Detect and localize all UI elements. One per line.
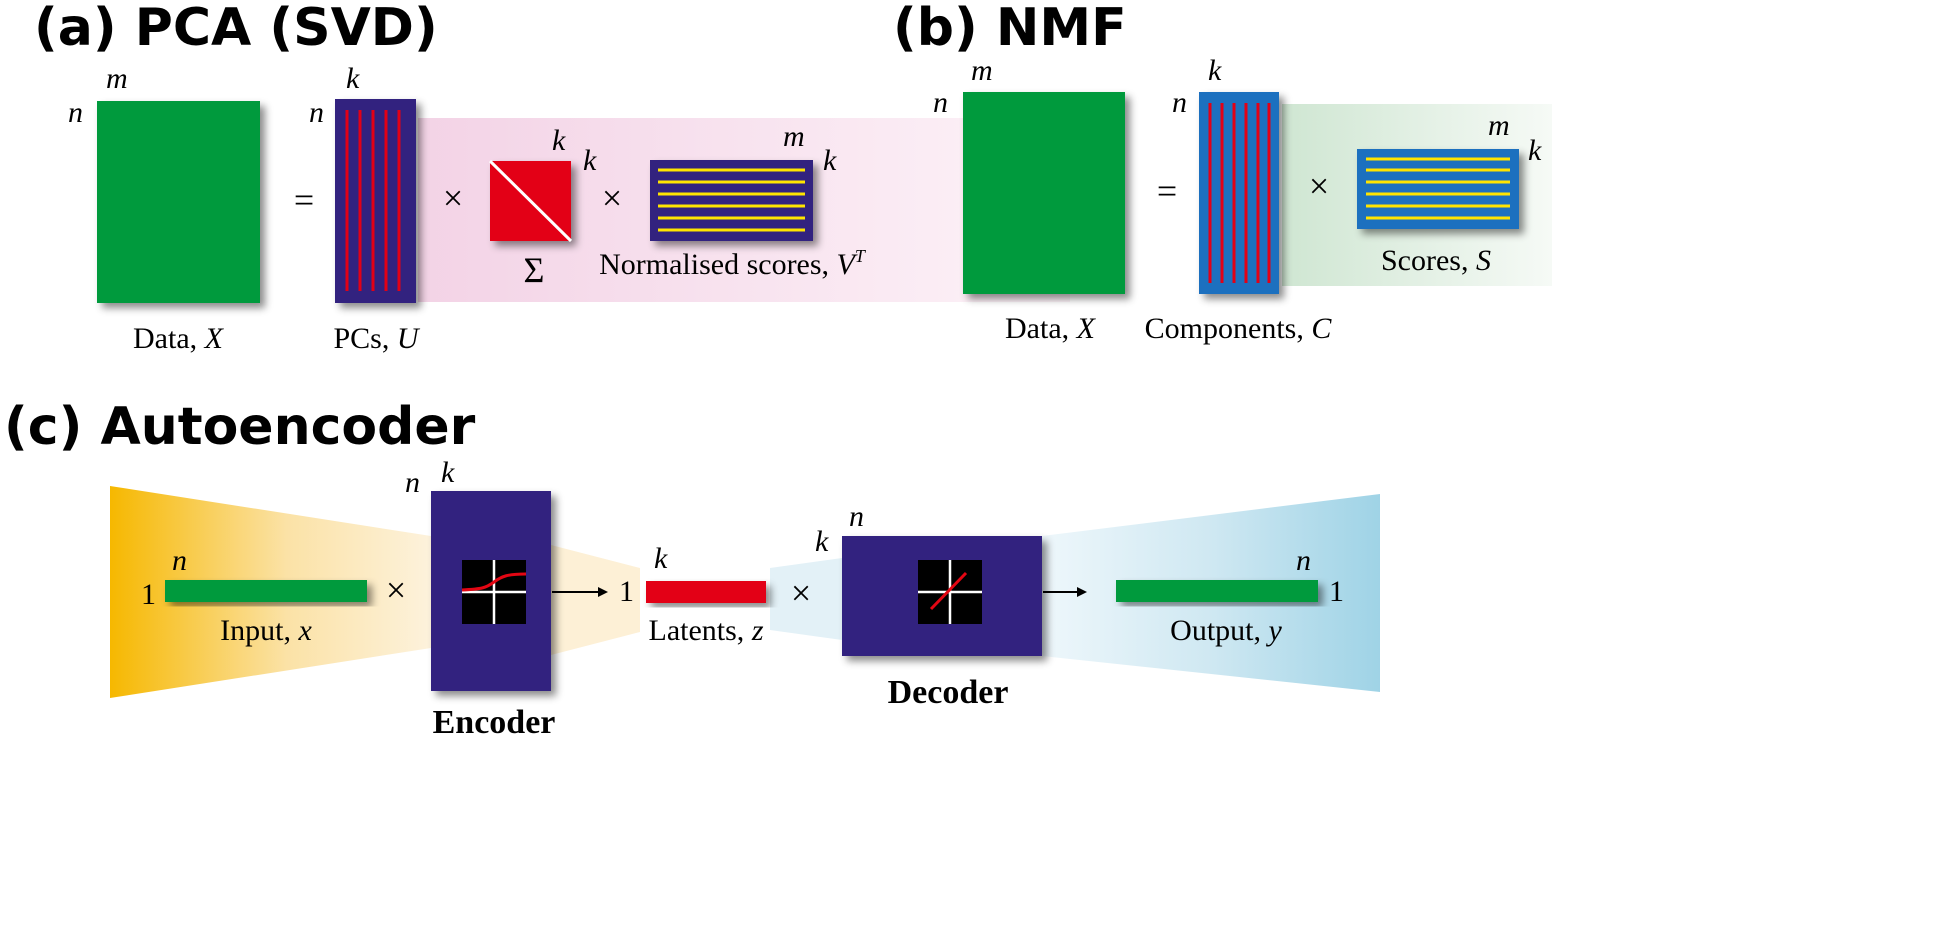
panel-b-title: (b) NMF [893,0,1127,58]
pca-times-sign-1: × [443,178,463,218]
decoder-activation-plot [918,560,982,624]
decoder-label: Decoder [888,674,1009,711]
pca-data-caption: Data, X [133,322,225,355]
nmf-components-caption: Components, C [1145,312,1333,345]
pca-pcs-matrix [335,99,416,303]
ae-input-vector [165,580,367,602]
encoder-label: Encoder [433,704,556,741]
pca-sigma-diagonal [488,159,573,243]
ae-input-cols-label: n [172,544,187,577]
nmf-scores-stripes [1366,157,1510,220]
encoder-activation-plot [461,560,527,624]
nmf-equals-sign: = [1157,171,1177,211]
ae-latent-rows-label: 1 [619,575,634,608]
ae-latent-caption: Latents, z [649,614,764,647]
decoder-arrowhead [1077,587,1087,597]
pca-scores-cols-label: m [783,120,805,153]
pca-pcs-stripes [345,110,401,291]
ae-input-caption: Input, x [220,614,312,647]
pca-data-matrix [97,101,260,303]
nmf-components-cols-label: k [1208,54,1222,87]
pca-pcs-cols-label: k [346,62,360,95]
pca-sigma-symbol: Σ [524,250,545,290]
ae-times-sign-1: × [386,570,406,610]
ae-input-rows-label: 1 [141,578,156,611]
nmf-scores-cols-label: m [1488,109,1510,142]
pca-sigma-cols-label: k [552,124,566,157]
panel-a-title: (a) PCA (SVD) [34,0,438,58]
nmf-data-caption: Data, X [1005,312,1097,345]
ae-latent-vector [646,581,766,603]
ae-latent-cols-label: k [654,542,668,575]
panel-c-title: (c) Autoencoder [4,397,476,457]
pca-equals-sign: = [294,180,314,220]
linear-curve [929,571,968,611]
ae-decoder-rows-label: k [815,525,829,558]
nmf-data-cols-label: m [971,54,993,87]
nmf-components-stripes [1208,103,1271,283]
nmf-data-rows-label: n [933,86,948,119]
pca-data-rows-label: n [68,96,83,129]
pca-scores-matrix [650,160,813,241]
sigmoid-curve [461,572,527,592]
ae-times-sign-2: × [791,573,811,613]
pca-pcs-rows-label: n [309,96,324,129]
pca-sigma-rows-label: k [583,144,597,177]
ae-encoder-cols-label: k [441,456,455,489]
pca-scores-rows-label: k [823,144,837,177]
pca-data-cols-label: m [106,62,128,95]
pca-times-sign-2: × [602,178,622,218]
nmf-scores-rows-label: k [1528,134,1542,167]
pca-scores-caption: Normalised scores, VT [599,246,867,281]
latent-to-decoder-band [770,558,842,640]
nmf-times-sign: × [1309,166,1329,206]
pca-scores-stripes [658,168,805,232]
encoder-arrowhead [598,587,608,597]
nmf-scores-matrix [1357,149,1519,229]
nmf-components-rows-label: n [1172,86,1187,119]
encoder-to-latent-band [551,545,640,655]
ae-output-vector [1116,580,1318,602]
ae-output-cols-label: n [1296,544,1311,577]
ae-decoder-cols-label: n [849,500,864,533]
ae-encoder-rows-label: n [405,466,420,499]
nmf-data-matrix [963,92,1125,294]
pca-pcs-caption: PCs, U [333,322,420,355]
ae-output-caption: Output, y [1170,614,1282,647]
ae-output-rows-label: 1 [1329,575,1344,608]
nmf-components-matrix [1199,92,1279,294]
nmf-scores-caption: Scores, S [1381,244,1491,277]
